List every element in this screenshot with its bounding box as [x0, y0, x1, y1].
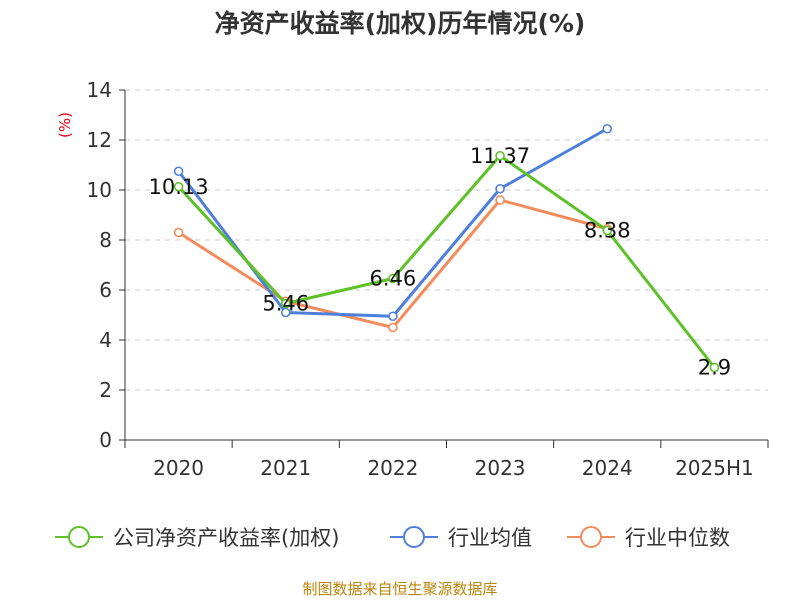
data-point: [602, 123, 613, 134]
x-tick-label: 2020: [153, 456, 204, 480]
legend-label: 行业均值: [448, 526, 532, 550]
y-tick-label: 4: [99, 328, 112, 352]
data-point: [173, 166, 184, 177]
data-point: [280, 298, 291, 309]
data-point: [173, 227, 184, 238]
y-tick-label: 8: [99, 228, 112, 252]
x-tick-label: 2021: [260, 456, 311, 480]
data-label: 6.46: [370, 267, 417, 291]
legend-marker: [580, 526, 602, 548]
data-point: [388, 311, 398, 322]
data-point: [280, 307, 291, 318]
y-tick-label: 2: [99, 378, 112, 402]
x-tick-label: 2025H1: [675, 456, 754, 480]
grid-layer: [125, 89, 768, 391]
legend-item[interactable]: 行业均值: [390, 526, 532, 550]
y-tick-label: 10: [87, 178, 112, 202]
y-tick-label: 12: [87, 128, 112, 152]
data-point: [173, 181, 184, 192]
data-point: [495, 150, 505, 161]
legend-label: 行业中位数: [625, 526, 730, 550]
y-tick-label: 0: [99, 428, 112, 452]
data-point: [388, 322, 398, 333]
data-label: 8.38: [584, 219, 631, 243]
series-layer: [173, 123, 720, 373]
data-point: [495, 195, 505, 205]
x-tick-label: 2023: [475, 456, 526, 480]
legend-marker: [403, 526, 425, 548]
data-label: 11.37: [470, 144, 530, 168]
data-label-layer: 10.13 5.46 6.46 11.37 8.38 2.9: [149, 144, 732, 380]
y-tick-label: 14: [87, 78, 112, 102]
data-point: [495, 183, 505, 194]
data-point: [709, 362, 720, 373]
series-line: [177, 198, 608, 329]
series-line: [177, 154, 716, 369]
data-label: 10.13: [149, 175, 209, 199]
legend-item[interactable]: 公司净资产收益率(加权): [55, 526, 339, 550]
data-label: 2.9: [698, 356, 731, 380]
legend-item[interactable]: 行业中位数: [567, 526, 730, 550]
chart-title: 净资产收益率(加权)历年情况(%): [214, 9, 586, 38]
axis-layer: 0 2 4 6 8 10 12 14 (%) 2020 2021 2022 2023 2024 2025H1: [56, 78, 769, 480]
x-tick-label: 2022: [367, 456, 418, 480]
legend[interactable]: 公司净资产收益率(加权) 行业均值 行业中位数: [55, 526, 730, 550]
data-point: [388, 273, 398, 284]
legend-marker: [68, 526, 90, 548]
y-tick-label: 6: [99, 278, 112, 302]
data-source-note: 制图数据来自恒生聚源数据库: [302, 580, 498, 598]
legend-label: 公司净资产收益率(加权): [113, 526, 339, 550]
y-axis-label: (%): [56, 112, 74, 138]
data-point: [602, 225, 613, 236]
x-tick-label: 2024: [582, 456, 633, 480]
data-label: 5.46: [262, 292, 309, 316]
